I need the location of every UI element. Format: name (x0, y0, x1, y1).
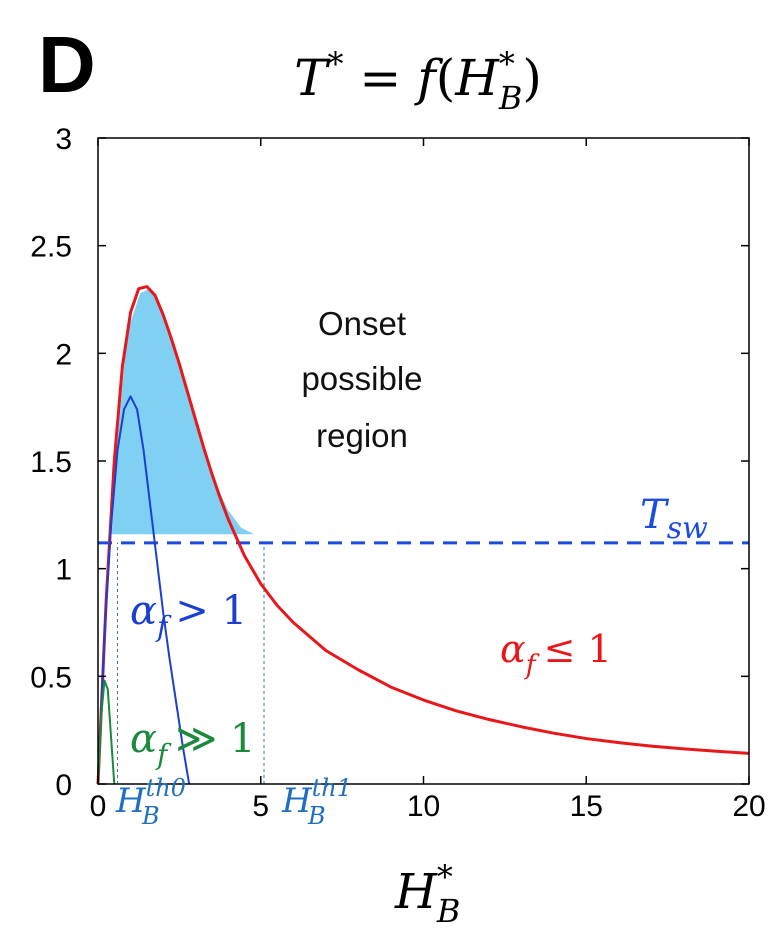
chart-title: T* = f(H* B) (294, 45, 542, 117)
y-tick-label: 0 (55, 769, 72, 802)
series-line-red (96, 285, 750, 785)
tsw-label: Tsw (640, 492, 708, 546)
x-tick-label: 0 (90, 790, 107, 823)
y-tick-label: 2.5 (30, 231, 72, 264)
x-tick-label: 10 (407, 790, 440, 823)
alpha-less-equal-label: αf ≤ 1 (500, 627, 612, 681)
onset-label-line: possible (301, 360, 422, 397)
y-tick-label: 0.5 (30, 661, 72, 694)
x-tick-label: 20 (732, 790, 765, 823)
y-tick-label: 2 (55, 338, 72, 371)
x-tick-label: 15 (570, 790, 603, 823)
y-tick-label: 1 (55, 554, 72, 587)
series-line-blue (97, 395, 191, 785)
onset-label-line: region (316, 417, 408, 454)
onset-region-fill (109, 288, 255, 535)
panel-letter: D (38, 20, 96, 109)
onset-label: Onset possible region (301, 305, 422, 454)
series-line-green (97, 679, 116, 785)
hth0-label: Hth0 B (115, 774, 186, 830)
alpha-much-greater-label: αf ≫ 1 (130, 716, 255, 771)
y-tick-label: 3 (55, 123, 72, 156)
onset-label-line: Onset (318, 305, 406, 342)
alpha-greater-label: αf > 1 (130, 588, 247, 643)
y-tick-label: 1.5 (30, 446, 72, 479)
hth1-label: Hth1 B (281, 774, 352, 830)
x-axis-label: H* B (394, 858, 460, 930)
x-tick-label: 5 (252, 790, 269, 823)
